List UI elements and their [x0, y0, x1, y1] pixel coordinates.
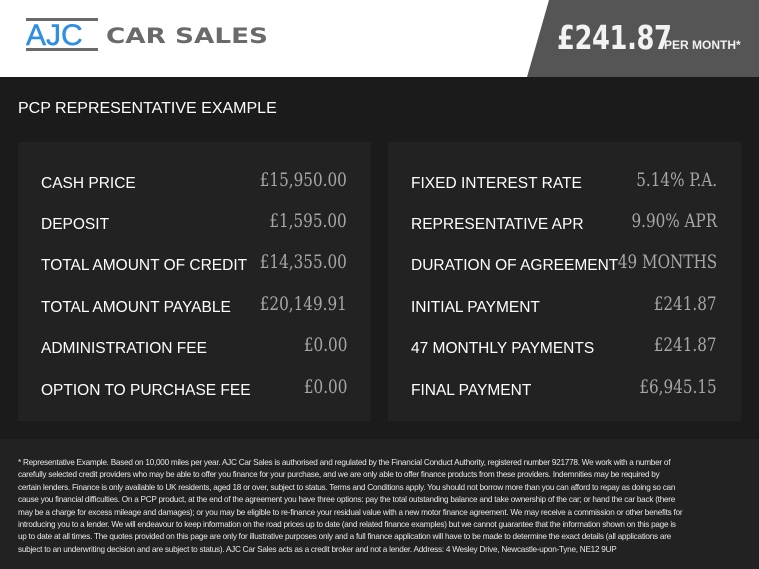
finance-row: INITIAL PAYMENT £241.87	[411, 293, 717, 317]
finance-row: TOTAL AMOUNT PAYABLE £20,149.91	[41, 293, 347, 317]
row-value: £14,355.00	[259, 251, 347, 273]
row-value: 49 MONTHS	[617, 251, 717, 273]
disclaimer-text: * Representative Example. Based on 10,00…	[18, 458, 683, 554]
row-value: £15,950.00	[259, 169, 347, 191]
finance-row: OPTION TO PURCHASE FEE £0.00	[41, 376, 347, 400]
row-label: 47 MONTHLY PAYMENTS	[411, 340, 595, 357]
row-value: £241.87	[654, 293, 717, 315]
row-label: TOTAL AMOUNT PAYABLE	[41, 299, 231, 316]
row-value: £1,595.00	[269, 210, 347, 232]
row-label: OPTION TO PURCHASE FEE	[41, 382, 251, 399]
finance-row: DURATION OF AGREEMENT 49 MONTHS	[411, 251, 717, 275]
row-value: 5.14% P.A.	[636, 169, 717, 191]
header: AJC CAR SALES £241.87 PER MONTH*	[0, 0, 759, 77]
finance-row: REPRESENTATIVE APR 9.90% APR	[411, 210, 717, 234]
svg-text:AJC: AJC	[26, 19, 83, 52]
finance-row: TOTAL AMOUNT OF CREDIT £14,355.00	[41, 251, 347, 275]
section-title: PCP REPRESENTATIVE EXAMPLE	[18, 100, 277, 117]
row-label: DURATION OF AGREEMENT	[411, 257, 619, 274]
row-value: £6,945.15	[639, 376, 717, 398]
row-label: CASH PRICE	[41, 175, 136, 192]
row-value: £0.00	[303, 376, 347, 398]
finance-row: CASH PRICE £15,950.00	[41, 169, 347, 193]
row-label: DEPOSIT	[41, 216, 110, 233]
row-label: FIXED INTEREST RATE	[411, 175, 582, 192]
svg-text:CAR SALES: CAR SALES	[106, 24, 268, 48]
finance-panel-right: FIXED INTEREST RATE 5.14% P.A. REPRESENTA…	[388, 142, 741, 421]
ajc-logo[interactable]: AJC CAR SALES	[26, 16, 276, 54]
finance-row: 47 MONTHLY PAYMENTS £241.87	[411, 334, 717, 358]
row-value: £241.87	[654, 334, 717, 356]
row-label: INITIAL PAYMENT	[411, 299, 540, 316]
per-month-label: PER MONTH*	[664, 38, 741, 52]
monthly-price-banner	[527, 0, 759, 77]
row-value: £0.00	[303, 334, 347, 356]
finance-row: ADMINISTRATION FEE £0.00	[41, 334, 347, 358]
row-value: £20,149.91	[259, 293, 347, 315]
row-label: ADMINISTRATION FEE	[41, 340, 207, 357]
monthly-price: £241.87	[557, 18, 672, 57]
finance-row: FIXED INTEREST RATE 5.14% P.A.	[411, 169, 717, 193]
finance-row: FINAL PAYMENT £6,945.15	[411, 376, 717, 400]
finance-panel-left: CASH PRICE £15,950.00 DEPOSIT £1,595.00 TO…	[18, 142, 371, 421]
row-label: REPRESENTATIVE APR	[411, 216, 584, 233]
row-value: 9.90% APR	[631, 210, 717, 232]
row-label: FINAL PAYMENT	[411, 382, 532, 399]
disclaimer-footer: * Representative Example. Based on 10,00…	[0, 439, 759, 569]
finance-row: DEPOSIT £1,595.00	[41, 210, 347, 234]
row-label: TOTAL AMOUNT OF CREDIT	[41, 257, 248, 274]
